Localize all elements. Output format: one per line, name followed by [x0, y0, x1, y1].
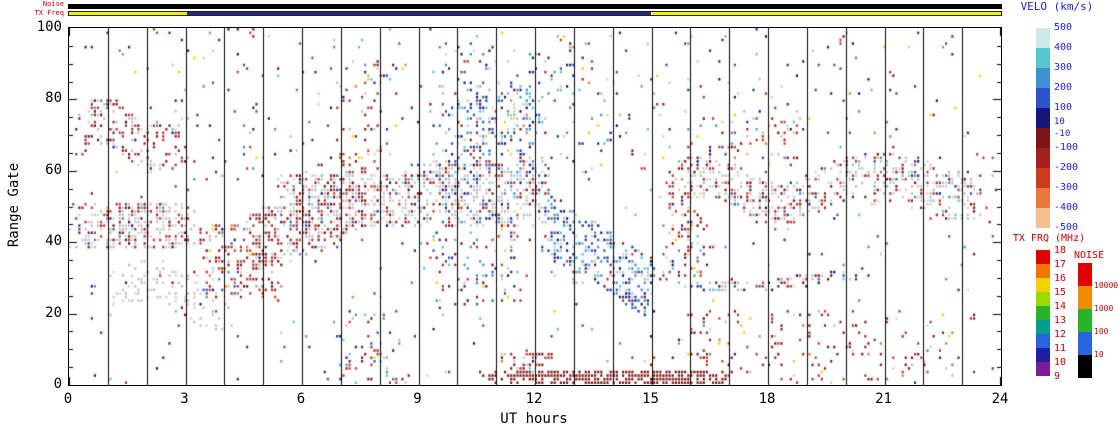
- x-tick-label: 24: [991, 391, 1009, 407]
- noise-colorbar-label: 10: [1094, 350, 1104, 359]
- txfrq-colorbar-label: 14: [1054, 301, 1067, 312]
- noise-colorbar-label: 1000: [1094, 304, 1114, 313]
- colorbar-segment: [1036, 148, 1050, 168]
- colorbar-segment: [1036, 188, 1050, 208]
- velocity-colorbar-label: -200: [1054, 162, 1079, 173]
- noise-colorbar-label: 10000: [1094, 281, 1118, 290]
- noise-bar-label: Noise: [42, 0, 64, 8]
- txfrq-colorbar-label: 15: [1054, 287, 1067, 298]
- noise-status-bar: [68, 4, 1002, 9]
- colorbar-segment: [1078, 263, 1092, 286]
- txfrq-colorbar-title: TX FRQ (MHz): [1012, 233, 1086, 244]
- velocity-colorbar-label: 10: [1054, 117, 1065, 127]
- status-bar-segment: [651, 12, 1001, 15]
- x-axis-label: UT hours: [500, 411, 568, 427]
- colorbar-segment: [1036, 348, 1050, 362]
- status-bar-segment: [68, 4, 1002, 9]
- velocity-colorbar: [1036, 28, 1050, 228]
- txfrq-colorbar-label: 17: [1054, 259, 1067, 270]
- colorbar-segment: [1078, 355, 1092, 378]
- txfreq-bar-label: TX Freq: [34, 9, 64, 17]
- y-tick-label: 100: [36, 19, 62, 35]
- velocity-colorbar-label: -100: [1054, 142, 1079, 153]
- colorbar-segment: [1036, 334, 1050, 348]
- colorbar-segment: [1036, 264, 1050, 278]
- colorbar-segment: [1036, 168, 1050, 188]
- velocity-colorbar-title: VELO (km/s): [1020, 0, 1094, 13]
- colorbar-segment: [1036, 306, 1050, 320]
- colorbar-segment: [1036, 362, 1050, 376]
- velocity-colorbar-label: 200: [1054, 82, 1073, 93]
- x-tick-label: 3: [180, 391, 189, 407]
- y-tick-label: 80: [45, 90, 62, 107]
- rti-plot-canvas: [68, 27, 1002, 386]
- y-tick-label: 20: [45, 304, 62, 321]
- x-tick-label: 15: [642, 391, 659, 407]
- y-tick-label: 60: [45, 161, 62, 178]
- velocity-colorbar-label: 500: [1054, 22, 1073, 33]
- y-tick-label: 0: [53, 376, 62, 392]
- status-bar-segment: [69, 12, 188, 15]
- noise-colorbar-title: NOISE: [1073, 250, 1105, 261]
- velocity-colorbar-label: -400: [1054, 202, 1079, 213]
- status-bar-segment: [187, 12, 652, 15]
- colorbar-segment: [1078, 332, 1092, 355]
- colorbar-segment: [1078, 286, 1092, 309]
- colorbar-segment: [1036, 128, 1050, 148]
- txfrq-colorbar-label: 18: [1054, 245, 1067, 256]
- y-tick-label: 40: [45, 233, 62, 250]
- x-tick-label: 12: [525, 391, 543, 407]
- x-tick-label: 18: [758, 391, 776, 407]
- txfrq-colorbar-label: 11: [1054, 343, 1067, 354]
- txfrq-colorbar-label: 16: [1054, 273, 1067, 284]
- velocity-colorbar-label: 300: [1054, 62, 1073, 73]
- colorbar-segment: [1036, 28, 1050, 48]
- txfrq-colorbar: [1036, 250, 1050, 376]
- noise-colorbar-label: 100: [1094, 327, 1109, 336]
- x-tick-label: 9: [413, 391, 422, 407]
- x-tick-label: 6: [296, 391, 306, 407]
- txfrq-colorbar-label: 13: [1054, 315, 1067, 326]
- colorbar-segment: [1036, 208, 1050, 228]
- velocity-colorbar-label: -300: [1054, 182, 1079, 193]
- colorbar-segment: [1036, 68, 1050, 88]
- velocity-colorbar-label: 100: [1054, 102, 1073, 113]
- colorbar-segment: [1036, 292, 1050, 306]
- velocity-colorbar-label: -10: [1054, 129, 1071, 139]
- velocity-colorbar-label: 400: [1054, 42, 1073, 53]
- txfrq-colorbar-label: 10: [1054, 357, 1067, 368]
- y-axis-label: Range Gate: [6, 162, 22, 248]
- colorbar-segment: [1036, 278, 1050, 292]
- txfrq-colorbar-label: 9: [1054, 371, 1061, 382]
- txfrq-colorbar-label: 12: [1054, 329, 1067, 340]
- colorbar-segment: [1036, 48, 1050, 68]
- colorbar-segment: [1036, 108, 1050, 128]
- colorbar-segment: [1036, 250, 1050, 264]
- x-tick-label: 0: [63, 391, 73, 407]
- txfreq-status-bar: [68, 11, 1002, 16]
- colorbar-segment: [1036, 320, 1050, 334]
- colorbar-segment: [1036, 88, 1050, 108]
- colorbar-segment: [1078, 309, 1092, 332]
- x-tick-label: 21: [875, 391, 892, 407]
- velocity-colorbar-label: -500: [1054, 222, 1079, 233]
- noise-colorbar: [1078, 263, 1092, 378]
